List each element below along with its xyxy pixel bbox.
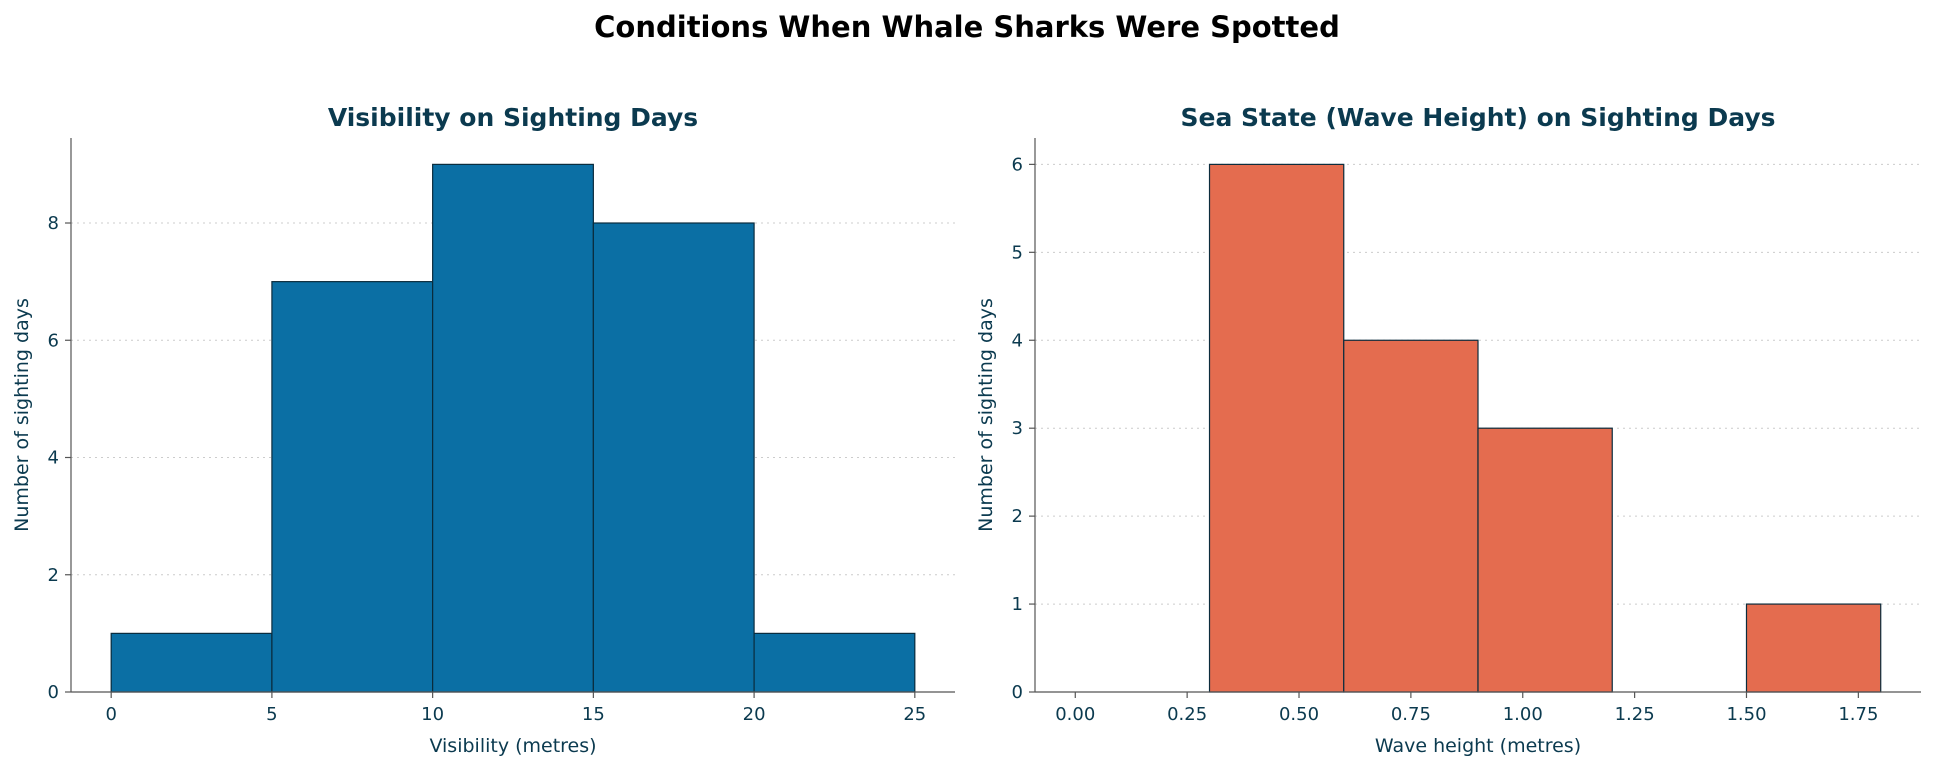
x-tick-label: 0.00: [1055, 704, 1095, 725]
y-tick-label: 2: [1012, 506, 1023, 527]
histogram-bar: [110, 632, 273, 693]
y-tick-label: 6: [48, 330, 59, 351]
histogram-bar: [1208, 163, 1345, 693]
y-tick-label: 5: [1012, 242, 1023, 263]
histogram-bar: [1477, 427, 1613, 693]
y-tick-label: 1: [1012, 594, 1023, 615]
histogram-bar: [592, 222, 755, 693]
panel-title: Visibility on Sighting Days: [328, 103, 698, 132]
x-tick-label: 1.00: [1503, 704, 1543, 725]
x-tick-label: 0: [105, 704, 116, 725]
y-axis-label: Number of sighting days: [11, 298, 33, 532]
x-tick-label: 0.75: [1391, 704, 1431, 725]
x-tick-label: 15: [582, 704, 605, 725]
panel-title: Sea State (Wave Height) on Sighting Days: [1180, 103, 1775, 132]
y-tick-label: 3: [1012, 418, 1023, 439]
x-tick-label: 1.50: [1726, 704, 1766, 725]
x-axis-label: Wave height (metres): [1375, 735, 1581, 757]
y-tick-label: 0: [1012, 682, 1023, 703]
x-tick-label: 0.50: [1279, 704, 1319, 725]
histogram-bar: [1745, 603, 1882, 693]
y-tick-label: 2: [48, 565, 59, 586]
y-tick-label: 6: [1012, 154, 1023, 175]
x-tick-label: 10: [421, 704, 444, 725]
histogram-bar: [1343, 339, 1479, 693]
y-tick-label: 0: [48, 682, 59, 703]
x-tick-label: 0.25: [1167, 704, 1207, 725]
visibility-histogram-panel: 0 5 10 15 20 25 0 2 4 6 8 Visibility on Sighting Da…: [11, 103, 955, 757]
wave-height-histogram-panel: 0.00 0.25 0.50 0.75 1.00 1.25 1.50 1.75 0 1 2 3 4 5 6 S…: [975, 103, 1921, 757]
y-tick-label: 8: [48, 213, 59, 234]
x-tick-label: 5: [266, 704, 277, 725]
x-axis-label: Visibility (metres): [429, 735, 596, 757]
x-tick-label: 1.75: [1838, 704, 1878, 725]
x-tick-label: 25: [903, 704, 926, 725]
histogram-bar: [432, 163, 594, 693]
histogram-bar: [753, 632, 916, 693]
x-tick-label: 1.25: [1615, 704, 1655, 725]
histogram-bar: [271, 281, 434, 693]
x-tick-label: 20: [743, 704, 766, 725]
y-axis-label: Number of sighting days: [975, 298, 997, 532]
y-tick-label: 4: [1012, 330, 1023, 351]
y-tick-label: 4: [48, 448, 59, 469]
figure-title: Conditions When Whale Sharks Were Spotte…: [594, 10, 1340, 44]
